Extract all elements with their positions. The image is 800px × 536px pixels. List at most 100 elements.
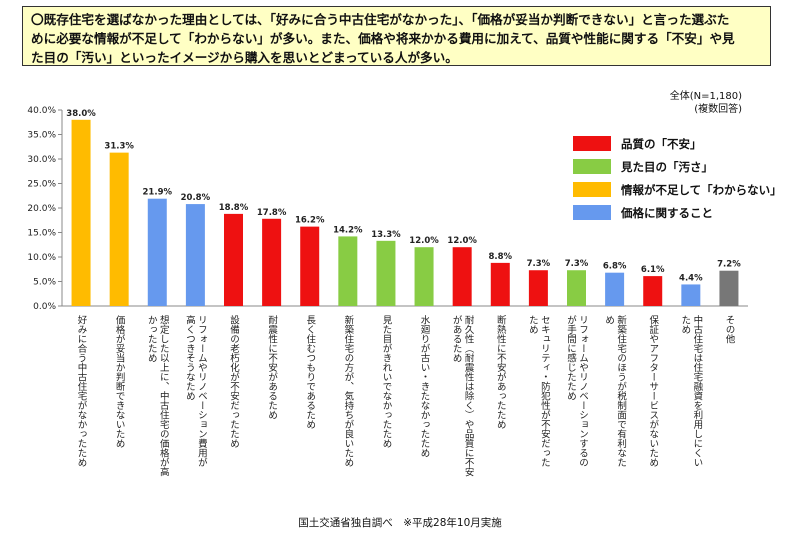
bar-value-label: 8.8% [488,252,512,262]
bar-value-label: 38.0% [66,109,96,119]
category-label: その他 [723,315,735,344]
bar [147,198,167,306]
y-tick-label: 35.0% [27,131,56,141]
category-label: ため [679,315,691,334]
legend-swatch-green [573,159,611,174]
bar-value-label: 21.9% [143,188,173,198]
summary-text: や見 [709,31,735,46]
summary-highlight: 選ぶた [691,12,730,27]
legend-swatch-yellow [573,182,611,197]
multiple-answer-note: (複数回答) [694,104,742,115]
y-tick-label: 15.0% [27,229,56,239]
y-tick-label: 5.0% [33,278,56,288]
y-tick-label: 30.0% [27,155,56,165]
bar-value-label: 31.3% [104,142,134,152]
category-label: があるため [451,314,463,362]
category-label: 価格が妥当か判断できないため [114,314,126,448]
category-label: が手間に感じたため [565,314,577,400]
category-label: かったため [146,315,158,363]
bar-value-label: 7.3% [527,259,551,269]
bar [109,152,129,306]
y-tick-label: 40.0% [27,106,56,116]
category-label: ため [527,315,539,334]
legend-label: 品質の「不安」 [621,136,702,151]
legend-label: 情報が不足して「わからない」 [621,182,782,197]
summary-banner: 〇既存住宅を選ばなかった理由としては、「好みに合う中古住宅がなかった」、「価格が… [22,6,771,66]
category-label: 中古住宅は住宅融資を利用しにくい [691,314,703,467]
legend-item-appearance: 見た目の「汚さ」 [573,155,782,178]
bar [490,262,510,306]
category-label: 耐久性（耐震性は除く）や品質に不安 [463,314,475,477]
bar-value-label: 12.0% [409,236,439,246]
legend-swatch-red [573,136,611,151]
summary-line-3: た目の「汚い」といったイメージから購入を思いとどまっている人が多い。 [31,48,762,67]
category-label: セキュリティ・防犯性が不安だった [539,315,551,467]
category-label: 断熱性に不安があったため [495,314,507,429]
bar [681,284,701,306]
bar-value-label: 7.3% [565,259,589,269]
legend-item-information: 情報が不足して「わからない」 [573,178,782,201]
bar-value-label: 17.8% [257,208,287,218]
legend-label: 見た目の「汚さ」 [621,159,713,174]
bar-value-label: 13.3% [371,230,401,240]
bar [643,276,663,306]
summary-highlight: めに必要な情報が不足して「わからない」 [31,31,270,46]
category-label: 新築住宅のほうが税制面で有利なた [615,314,627,467]
y-tick-label: 20.0% [27,204,56,214]
bar [71,119,91,306]
category-label: リフォームやリノベーションするの [577,315,589,467]
chart-legend: 品質の「不安」 見た目の「汚さ」 情報が不足して「わからない」 価格に関すること [573,132,782,224]
summary-highlight: た目の「汚い」といったイメージから購入を思いとどまっている人 [31,50,408,65]
bar [185,204,205,306]
category-label: 想定した以上に、中古住宅の価格が高 [158,314,170,477]
bar [528,270,548,306]
category-label: め [603,315,615,325]
bar-value-label: 7.2% [717,260,741,270]
bar-value-label: 14.2% [333,225,363,235]
y-tick-label: 10.0% [27,253,56,263]
bar-value-label: 4.4% [679,273,703,283]
bar [452,247,472,306]
legend-item-price: 価格に関すること [573,201,782,224]
category-label: 見た目がきれいでなかったため [380,315,392,448]
bar-value-label: 20.8% [181,193,211,203]
bar [262,218,282,306]
legend-item-quality: 品質の「不安」 [573,132,782,155]
bar [719,270,739,306]
bar [300,226,320,306]
summary-line-2: めに必要な情報が不足して「わからない」が多い。また、価格や将来かかる費用に加えて… [31,29,762,48]
y-tick-label: 25.0% [27,180,56,190]
bar [376,240,396,306]
sample-size-label: 全体(N=1,180) [669,91,742,102]
bar [414,247,434,306]
category-label: 高くつきそうなため [184,314,196,400]
bar-value-label: 16.2% [295,216,325,226]
category-label: 水廻りが古い・きたなかったため [419,314,431,457]
bar-value-label: 6.8% [603,262,627,272]
sample-size-note: 全体(N=1,180) (複数回答) [670,90,742,116]
category-label: 耐震性に不安があるため [266,314,278,419]
category-label: 新築住宅の方が、気持ちが良いため [342,314,354,467]
legend-swatch-blue [573,205,611,220]
bar-value-label: 12.0% [447,236,477,246]
summary-line-1: 〇既存住宅を選ばなかった理由としては、「好みに合う中古住宅がなかった」、「価格が… [31,10,762,29]
summary-highlight: 品質や性能に関する「不安」 [545,31,710,46]
bar [567,270,586,306]
bar [224,213,243,306]
summary-text: が多い。 [407,50,458,65]
category-label: リフォームやリノベーション費用が [196,315,208,467]
bar-value-label: 6.1% [641,265,665,275]
source-note: 国土交通省独自調べ ※平成28年10月実施 [298,517,502,529]
summary-text: が多い。また、価格や将来かかる費用に加えて、 [269,31,546,46]
category-label: 設備の老朽化が不安だったため [228,314,240,448]
bar [605,272,625,306]
summary-text: 〇既存住宅を選ばなかった理由としては、「好みに合う中古住宅がなかった」、「価格が… [31,12,692,27]
legend-label: 価格に関すること [621,205,713,220]
category-label: 好みに合う中古住宅がなかったため [76,314,88,467]
y-tick-label: 0.0% [33,302,56,312]
bar [338,236,358,306]
category-label: 長く住むつもりであるため [304,315,316,429]
category-label: 保証やアフターサービスがないため [647,314,659,467]
bar-value-label: 18.8% [219,203,249,213]
